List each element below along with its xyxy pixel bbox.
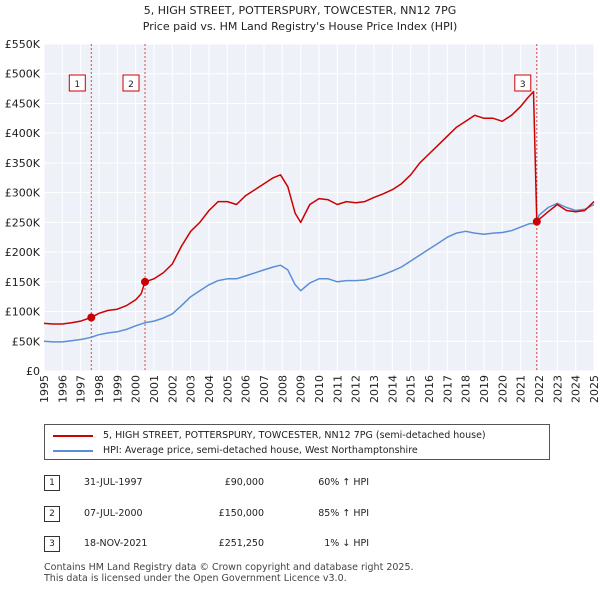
legend-label-property: 5, HIGH STREET, POTTERSPURY, TOWCESTER, …: [103, 430, 486, 441]
transaction-date: 07-JUL-2000: [84, 508, 143, 519]
x-tick-label: 2024: [570, 375, 583, 403]
x-tick-label: 2020: [496, 375, 509, 403]
transaction-hpi: 60% ↑ HPI: [318, 477, 369, 488]
y-tick-label: £50K: [12, 335, 41, 348]
legend-item-property: 5, HIGH STREET, POTTERSPURY, TOWCESTER, …: [53, 430, 486, 441]
x-tick-label: 2006: [240, 375, 253, 403]
y-tick-label: £400K: [5, 127, 41, 140]
transaction-price: £251,250: [218, 538, 264, 549]
grid: [43, 43, 595, 372]
x-tick-label: 2005: [221, 375, 234, 403]
transaction-price: £150,000: [218, 508, 264, 519]
x-tick-label: 2019: [478, 375, 491, 403]
x-tick-label: 2021: [515, 375, 528, 403]
x-tick-label: 2017: [441, 375, 454, 403]
transaction-date: 31-JUL-1997: [84, 477, 143, 488]
x-tick-label: 2014: [386, 375, 399, 403]
transaction-number: 2: [44, 506, 60, 522]
legend-label-hpi: HPI: Average price, semi-detached house,…: [103, 445, 418, 456]
transaction-number: 3: [44, 536, 60, 552]
y-tick-label: £450K: [5, 97, 41, 110]
sale-point: [532, 217, 541, 226]
sale-point: [87, 313, 96, 322]
x-tick-label: 2000: [130, 375, 143, 403]
x-tick-label: 2003: [185, 375, 198, 403]
transaction-hpi: 85% ↑ HPI: [318, 508, 369, 519]
transaction-price: £90,000: [224, 477, 264, 488]
legend: 5, HIGH STREET, POTTERSPURY, TOWCESTER, …: [44, 424, 550, 460]
y-axis: £0 £50K £100K £150K £200K £250K £300K £350K £400…: [5, 38, 41, 378]
x-tick-label: 2010: [313, 375, 326, 403]
x-tick-label: 2009: [295, 375, 308, 403]
chart-title: 5, HIGH STREET, POTTERSPURY, TOWCESTER, …: [144, 4, 457, 17]
x-tick-label: 2011: [331, 375, 344, 403]
footer-copyright: Contains HM Land Registry data © Crown c…: [44, 562, 414, 573]
y-tick-label: £150K: [5, 276, 41, 289]
sale-point: [141, 277, 150, 286]
y-tick-label: £350K: [5, 157, 41, 170]
footer-licence: This data is licensed under the Open Gov…: [44, 573, 347, 584]
x-tick-label: 2002: [166, 375, 179, 403]
transaction-hpi: 1% ↓ HPI: [324, 538, 369, 549]
sale-label-number: 2: [128, 80, 134, 90]
y-tick-label: £100K: [5, 306, 41, 319]
x-tick-label: 2007: [258, 375, 271, 403]
sale-points: [87, 217, 541, 322]
x-tick-label: 2023: [551, 375, 564, 403]
x-tick-label: 2025: [588, 375, 600, 403]
transaction-date: 18-NOV-2021: [84, 538, 148, 549]
x-tick-label: 2022: [533, 375, 546, 403]
sale-labels: 1 2 3: [68, 74, 532, 92]
x-tick-label: 2013: [368, 375, 381, 403]
x-tick-label: 2016: [423, 375, 436, 403]
y-tick-label: £550K: [5, 38, 41, 51]
sale-label-box: [68, 74, 86, 92]
legend-swatch-property: [53, 434, 93, 437]
x-tick-label: 2015: [405, 375, 418, 403]
transaction-number: 1: [44, 475, 60, 491]
series-lines: [43, 90, 595, 343]
x-tick-label: 2008: [276, 375, 289, 403]
legend-item-hpi: HPI: Average price, semi-detached house,…: [53, 445, 418, 456]
x-tick-label: 1999: [111, 375, 124, 403]
x-tick-label: 2012: [350, 375, 363, 403]
series-line: [43, 90, 595, 325]
sale-label-number: 3: [520, 80, 526, 90]
x-tick-label: 2018: [460, 375, 473, 403]
x-axis: 1995 1996 1997 1998 1999 2000 2001 2002 2003 2004…: [38, 375, 600, 403]
y-tick-label: £200K: [5, 246, 41, 259]
y-tick-label: £300K: [5, 187, 41, 200]
price-chart: 5, HIGH STREET, POTTERSPURY, TOWCESTER, …: [5, 4, 600, 403]
x-tick-label: 1997: [75, 375, 88, 403]
sale-label-number: 1: [74, 80, 80, 90]
x-tick-label: 2001: [148, 375, 161, 403]
y-tick-label: £0: [26, 365, 40, 378]
series-line: [43, 202, 595, 343]
x-tick-label: 2004: [203, 375, 216, 403]
x-tick-label: 1996: [56, 375, 69, 403]
y-tick-label: £500K: [5, 68, 41, 81]
sale-label-box: [122, 74, 140, 92]
x-tick-label: 1995: [38, 375, 51, 403]
legend-swatch-hpi: [53, 449, 93, 452]
sale-label-box: [514, 74, 532, 92]
x-tick-label: 1998: [93, 375, 106, 403]
chart-subtitle: Price paid vs. HM Land Registry's House …: [143, 20, 458, 33]
footer: Contains HM Land Registry data © Crown c…: [44, 562, 414, 584]
y-tick-label: £250K: [5, 216, 41, 229]
